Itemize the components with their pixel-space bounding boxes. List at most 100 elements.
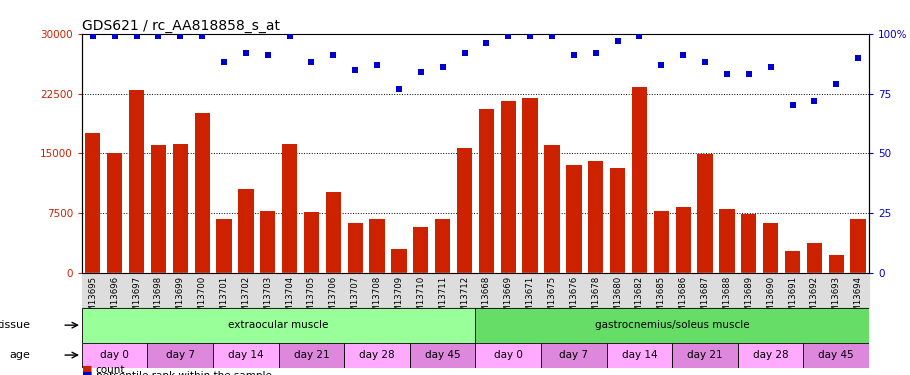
Point — [348, 67, 362, 73]
Text: GSM13711: GSM13711 — [439, 276, 447, 323]
Text: GSM13696: GSM13696 — [110, 276, 119, 323]
Point — [676, 52, 691, 58]
Bar — [784, 251, 800, 273]
Bar — [697, 154, 713, 273]
Bar — [653, 211, 669, 273]
Bar — [566, 165, 581, 273]
Text: GSM13689: GSM13689 — [744, 276, 753, 323]
Text: ■: ■ — [82, 371, 93, 375]
Bar — [282, 144, 298, 273]
Text: day 21: day 21 — [294, 350, 329, 360]
Text: day 28: day 28 — [359, 350, 395, 360]
Point — [523, 33, 538, 39]
Text: GSM13706: GSM13706 — [329, 276, 338, 323]
Bar — [475, 343, 541, 368]
Bar — [129, 90, 144, 273]
Point — [807, 98, 822, 104]
Text: GSM13701: GSM13701 — [219, 276, 228, 323]
Text: gastrocnemius/soleus muscle: gastrocnemius/soleus muscle — [595, 320, 750, 330]
Point — [501, 33, 516, 39]
Bar — [763, 223, 778, 273]
Text: count: count — [96, 365, 125, 375]
Point — [195, 33, 209, 39]
Text: percentile rank within the sample: percentile rank within the sample — [96, 371, 271, 375]
Text: GSM13688: GSM13688 — [723, 276, 732, 323]
Text: GSM13694: GSM13694 — [854, 276, 863, 323]
Text: day 21: day 21 — [687, 350, 723, 360]
Bar — [195, 114, 210, 273]
Text: GSM13693: GSM13693 — [832, 276, 841, 323]
Point — [654, 62, 669, 68]
Text: GSM13709: GSM13709 — [394, 276, 403, 323]
Point — [260, 52, 275, 58]
Text: GSM13690: GSM13690 — [766, 276, 775, 323]
Text: GSM13704: GSM13704 — [285, 276, 294, 323]
Bar — [738, 343, 804, 368]
Bar — [151, 146, 167, 273]
Bar — [457, 148, 472, 273]
Bar — [479, 110, 494, 273]
Text: GSM13699: GSM13699 — [176, 276, 185, 322]
Point — [304, 60, 318, 66]
Point — [545, 33, 560, 39]
Text: GSM13668: GSM13668 — [482, 276, 490, 323]
Text: GSM13680: GSM13680 — [613, 276, 622, 323]
Bar — [522, 98, 538, 273]
Point — [632, 33, 647, 39]
Point — [480, 40, 494, 46]
Text: GSM13685: GSM13685 — [657, 276, 666, 323]
Point — [391, 86, 406, 92]
Point — [720, 71, 734, 77]
Text: GSM13707: GSM13707 — [350, 276, 359, 323]
Text: GSM13710: GSM13710 — [416, 276, 425, 323]
Bar — [344, 343, 410, 368]
Point — [129, 33, 144, 39]
Point — [369, 62, 384, 68]
Bar — [391, 249, 407, 273]
Point — [611, 38, 625, 44]
Point — [742, 71, 756, 77]
Bar — [435, 219, 450, 273]
Text: GSM13695: GSM13695 — [88, 276, 97, 323]
Text: day 28: day 28 — [753, 350, 788, 360]
Bar — [213, 343, 278, 368]
Text: GSM13676: GSM13676 — [570, 276, 579, 323]
Text: GSM13712: GSM13712 — [460, 276, 469, 323]
Bar — [410, 343, 476, 368]
Bar — [348, 224, 363, 273]
Bar — [501, 102, 516, 273]
Point — [567, 52, 581, 58]
Bar — [541, 343, 607, 368]
Bar — [475, 308, 869, 343]
Bar — [851, 219, 865, 273]
Text: age: age — [10, 350, 31, 360]
Text: GSM13669: GSM13669 — [504, 276, 512, 323]
Bar — [147, 343, 213, 368]
Bar — [413, 227, 429, 273]
Text: GSM13705: GSM13705 — [307, 276, 316, 323]
Text: extraocular muscle: extraocular muscle — [228, 320, 329, 330]
Text: tissue: tissue — [0, 320, 31, 330]
Point — [282, 33, 297, 39]
Text: ■: ■ — [82, 365, 93, 375]
Bar — [829, 255, 844, 273]
Point — [698, 60, 713, 66]
Bar — [807, 243, 822, 273]
Point — [86, 33, 100, 39]
Bar — [544, 146, 560, 273]
Bar — [217, 219, 232, 273]
Text: day 45: day 45 — [818, 350, 854, 360]
Text: GSM13700: GSM13700 — [197, 276, 207, 323]
Bar — [86, 134, 100, 273]
Bar — [173, 144, 188, 273]
Text: day 0: day 0 — [494, 350, 522, 360]
Text: day 14: day 14 — [228, 350, 264, 360]
Bar — [304, 212, 319, 273]
Point — [435, 64, 450, 70]
Text: GSM13698: GSM13698 — [154, 276, 163, 323]
Point — [763, 64, 778, 70]
Text: GSM13691: GSM13691 — [788, 276, 797, 323]
Point — [238, 50, 253, 56]
Bar — [82, 343, 147, 368]
Text: day 14: day 14 — [622, 350, 657, 360]
